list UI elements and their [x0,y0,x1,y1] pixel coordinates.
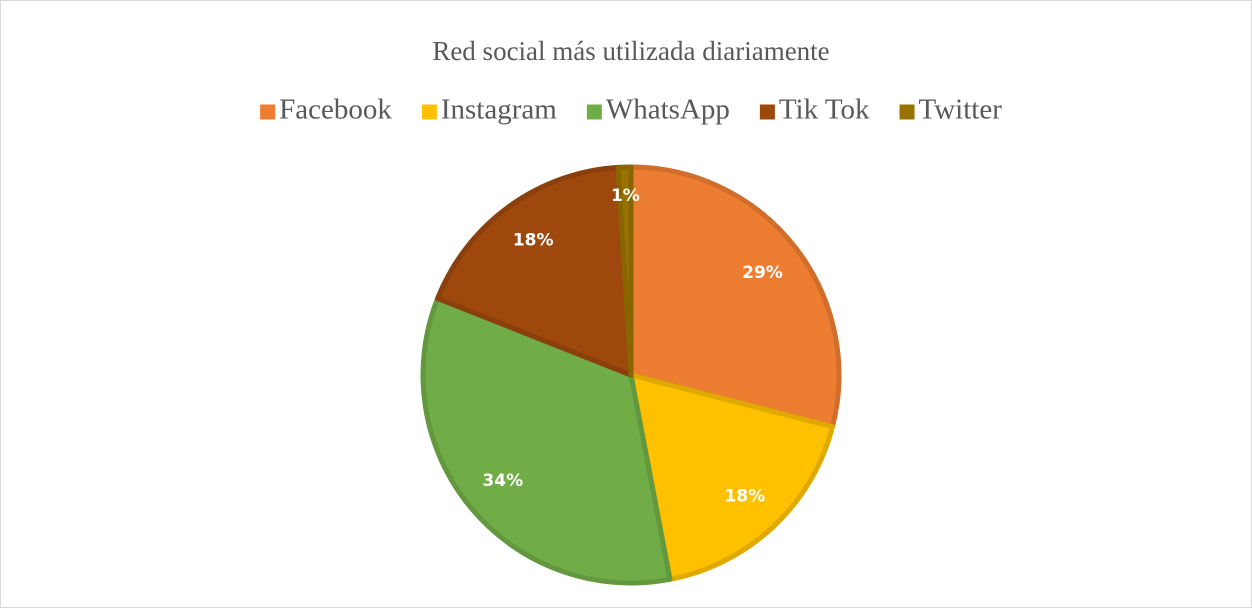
chart-title: Red social más utilizada diariamente [432,36,829,66]
pie-slice [628,372,835,582]
data-label: 34% [482,471,523,491]
legend-marker [421,104,437,120]
pie-slice [615,164,634,378]
legend-marker [759,104,775,120]
legend-marker [586,104,602,120]
pie-slice [628,164,842,430]
pie-slice [420,295,673,586]
legend-marker [899,104,915,120]
pie-slice [435,164,634,378]
legend-label: Tik Tok [779,94,870,126]
data-label: 1% [611,186,640,206]
legend: Facebook Instagram WhatsApp Tik Tok Twitter [260,94,1002,126]
legend-label: WhatsApp [606,94,730,126]
legend-label: Facebook [279,94,392,126]
pie: 29% 18% 34% 18% 1% [420,164,842,586]
legend-label: Twitter [919,94,1003,126]
legend-marker [260,104,276,120]
legend-label: Instagram [441,94,557,126]
data-label: 18% [725,486,766,506]
data-label: 18% [513,230,554,250]
data-label: 29% [742,263,783,283]
